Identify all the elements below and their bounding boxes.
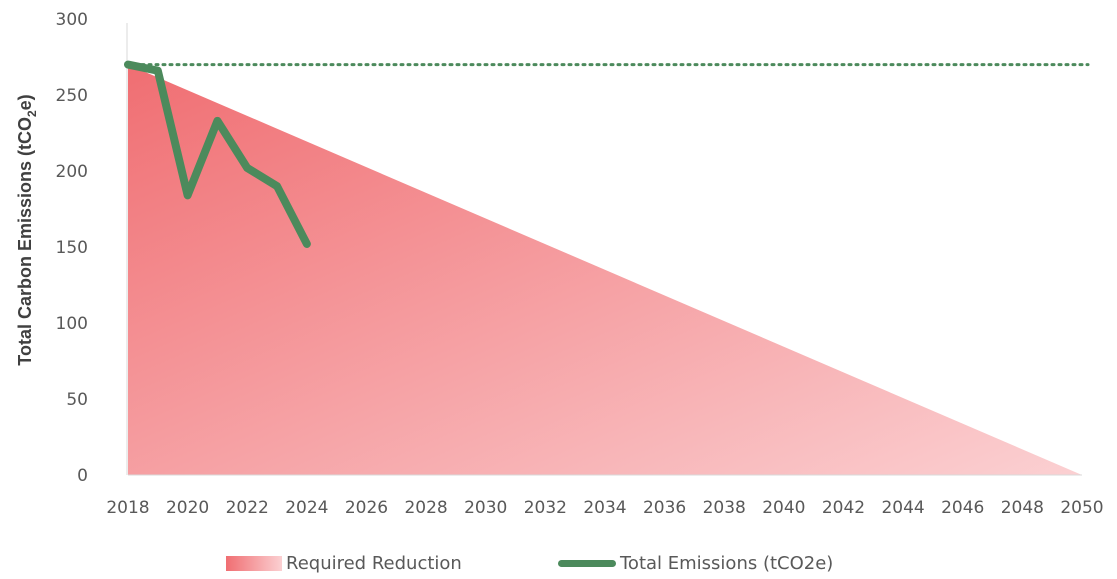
legend-swatch-line	[558, 559, 616, 567]
x-tick-label: 2040	[762, 498, 805, 518]
x-tick-label: 2044	[881, 498, 924, 518]
y-axis-label: Total Carbon Emissions (tCO2e)	[15, 94, 39, 365]
x-tick-label: 2038	[703, 498, 746, 518]
legend-item-total-emissions: Total Emissions (tCO2e)	[558, 548, 833, 578]
legend-label-required-reduction: Required Reduction	[286, 552, 462, 574]
x-tick-label: 2042	[822, 498, 865, 518]
y-tick-label: 300	[56, 10, 88, 30]
y-tick-label: 200	[56, 162, 88, 182]
x-tick-label: 2030	[464, 498, 507, 518]
x-tick-label: 2048	[1001, 498, 1044, 518]
x-tick-label: 2024	[285, 498, 328, 518]
legend: Required Reduction Total Emissions (tCO2…	[0, 548, 1117, 578]
required-reduction-area	[128, 64, 1082, 475]
x-tick-label: 2050	[1060, 498, 1103, 518]
x-tick-label: 2032	[524, 498, 567, 518]
x-tick-label: 2028	[404, 498, 447, 518]
x-tick-label: 2036	[643, 498, 686, 518]
x-tick-label: 2020	[166, 498, 209, 518]
y-tick-label: 250	[56, 86, 88, 106]
chart: 0 50 100 150 200 250 300 2018 2020 2022 2024 2026 2…	[15, 10, 1104, 518]
x-tick-label: 2034	[583, 498, 626, 518]
x-tick-label: 2046	[941, 498, 984, 518]
y-tick-label: 50	[66, 390, 88, 410]
y-tick-label: 150	[56, 238, 88, 258]
legend-item-required-reduction: Required Reduction	[226, 548, 462, 578]
y-tick-label: 100	[56, 314, 88, 334]
x-tick-label: 2026	[345, 498, 388, 518]
x-tick-label: 2022	[226, 498, 269, 518]
y-tick-label: 0	[77, 466, 88, 486]
legend-label-total-emissions: Total Emissions (tCO2e)	[620, 552, 834, 574]
x-tick-label: 2018	[106, 498, 149, 518]
legend-swatch-area	[226, 555, 282, 571]
